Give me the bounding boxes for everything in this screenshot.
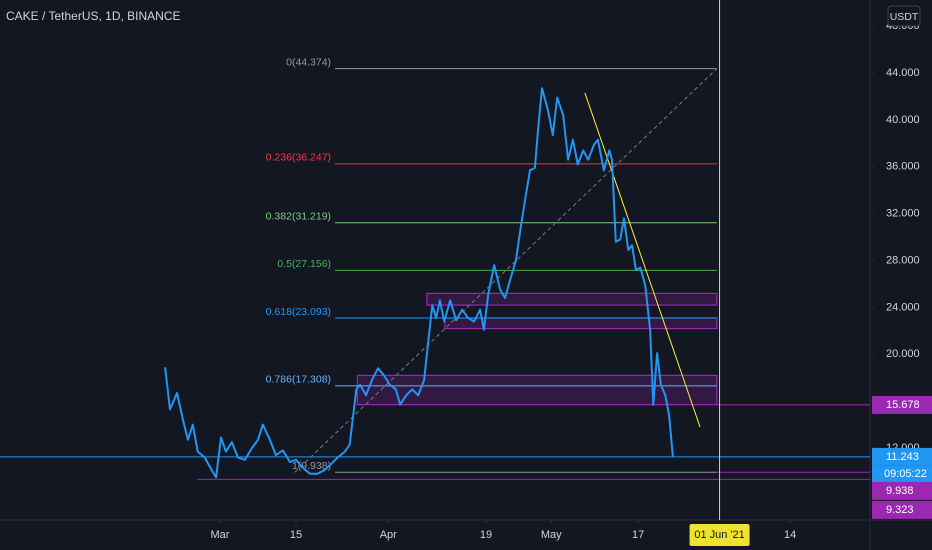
price-label-box (872, 500, 932, 519)
fib-label: 0(44.374) (286, 56, 331, 68)
price-label-box (872, 447, 932, 466)
fib-label: 0.382(31.219) (266, 211, 331, 223)
fib-label: 0.236(36.247) (266, 152, 331, 164)
fib-label: 0.786(17.308) (266, 374, 331, 386)
currency: USDT (890, 11, 919, 23)
y-tick-label: 36.000 (886, 161, 920, 173)
price-label: 9.938 (886, 485, 914, 497)
cursor-label-box (689, 524, 750, 546)
zone (426, 292, 718, 306)
y-tick-label: 20.000 (886, 348, 920, 360)
x-tick-label: May (541, 529, 562, 541)
fib-label: 0.618(23.093) (266, 306, 331, 318)
price-line (164, 87, 674, 479)
countdown-box (872, 465, 932, 483)
price-label: 15.678 (886, 399, 920, 411)
fib-trend (294, 68, 718, 473)
y-tick-label: 44.000 (886, 67, 920, 79)
trendline (584, 92, 701, 428)
x-tick-label: 17 (632, 529, 644, 541)
chart-title: CAKE / TetherUS, 1D, BINANCE (6, 9, 181, 23)
price-label-box (872, 481, 932, 500)
fib-label: 1(9.938) (292, 460, 331, 472)
price-label: 9.323 (886, 504, 914, 516)
fib-label: 0.5(27.156) (277, 258, 331, 270)
price-label: 11.243 (886, 451, 919, 463)
y-tick-label: 28.000 (886, 254, 920, 266)
x-tick-label: 14 (784, 529, 796, 541)
y-tick-label: 32.000 (886, 208, 920, 220)
plot-area: 0(44.374) 0.236(36.247) 0.382(31.219) 0.5(2… (0, 0, 870, 520)
countdown: 09:05:22 (884, 468, 927, 480)
x-tick-label: Mar (210, 529, 229, 541)
currency-box[interactable] (887, 5, 921, 27)
x-tick-label: 19 (480, 529, 492, 541)
price-label-box (872, 395, 932, 414)
x-tick-label: 15 (290, 529, 302, 541)
cursor-label: 01 Jun '21 (694, 529, 744, 541)
y-tick-label: 40.000 (886, 114, 920, 126)
zone (356, 374, 718, 406)
axes: 48.00044.00040.00036.00032.00028.00024.0… (210, 20, 932, 546)
x-tick-label: Apr (380, 529, 397, 541)
y-tick-label: 24.000 (886, 301, 920, 313)
